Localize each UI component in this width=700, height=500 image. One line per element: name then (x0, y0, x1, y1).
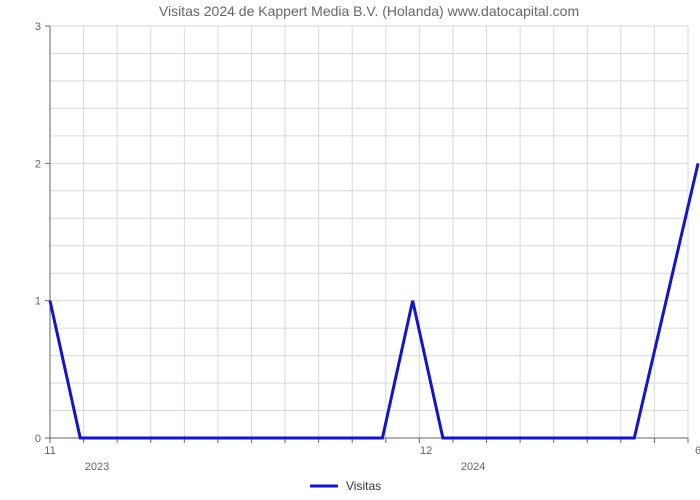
chart-title: Visitas 2024 de Kappert Media B.V. (Hola… (159, 3, 579, 19)
y-tick-label: 1 (35, 296, 41, 308)
x-tick-label: 12 (420, 445, 432, 457)
x-tick-label: 11 (44, 445, 55, 457)
legend-label: Visitas (346, 479, 381, 493)
y-tick-label: 3 (35, 21, 41, 33)
chart-svg: Visitas 2024 de Kappert Media B.V. (Hola… (0, 0, 700, 500)
y-tick-label: 2 (35, 158, 41, 170)
y-tick-label: 0 (35, 433, 41, 445)
plot-area (50, 26, 688, 438)
x-year-label: 2023 (85, 461, 109, 473)
x-year-label: 2024 (461, 461, 485, 473)
x-tick-label: 6 (695, 445, 700, 457)
visits-line-chart: Visitas 2024 de Kappert Media B.V. (Hola… (0, 0, 700, 500)
